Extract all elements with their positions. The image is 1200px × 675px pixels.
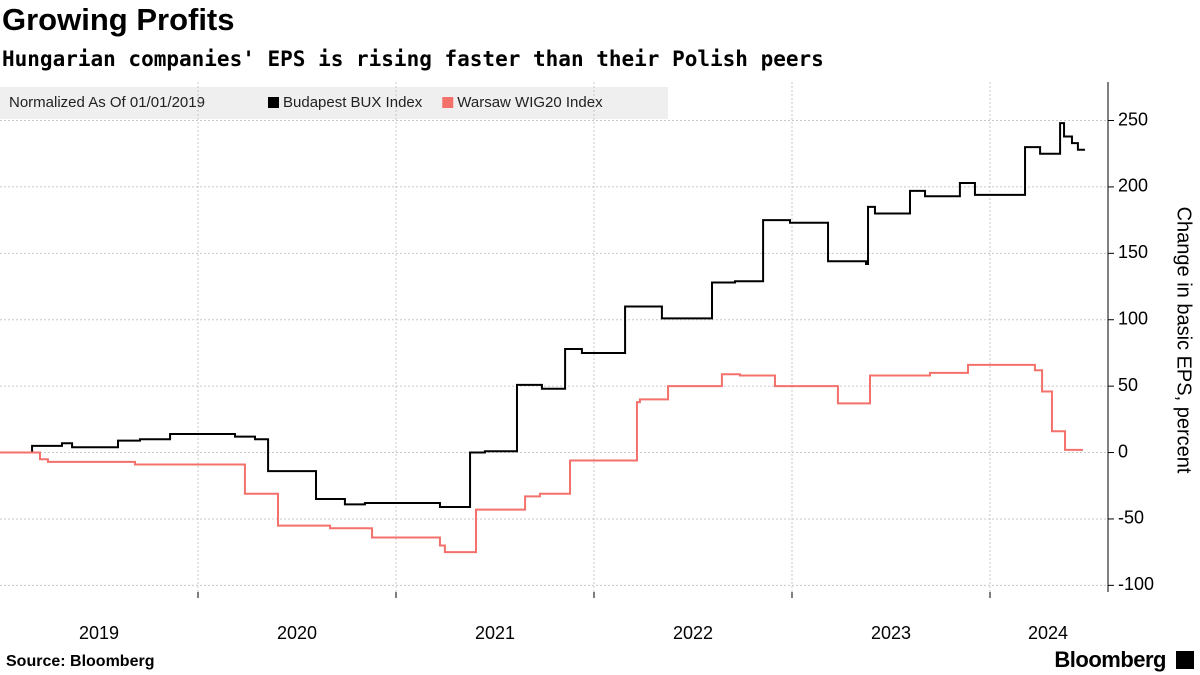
legend-label: Budapest BUX Index [283,94,423,111]
x-tick-label: 2023 [871,623,911,643]
x-tick-label: 2024 [1028,623,1068,643]
series-line [0,122,1086,508]
y-tick-label: -50 [1118,508,1144,528]
y-tick-label: -100 [1118,574,1154,594]
x-tick-label: 2022 [673,623,713,643]
legend-label: Warsaw WIG20 Index [457,94,603,111]
y-tick-label: 0 [1118,441,1128,461]
source: Source: Bloomberg [6,653,154,670]
x-tick-label: 2020 [277,623,317,643]
brand-icon [1176,651,1194,669]
x-tick-label: 2021 [475,623,515,643]
legend-title: Normalized As Of 01/01/2019 [9,94,205,111]
chart-subtitle: Hungarian companies' EPS is rising faste… [2,47,824,71]
chart-title: Growing Profits [2,2,235,37]
y-tick-label: 100 [1118,308,1148,328]
series-line [0,363,1084,554]
x-tick-label: 2019 [79,623,119,643]
y-tick-label: 50 [1118,375,1138,395]
y-axis-label: Change in basic EPS, percent [1173,207,1195,474]
legend-swatch [268,97,279,108]
legend-background [0,87,668,119]
y-tick-label: 150 [1118,242,1148,262]
y-tick-label: 250 [1118,109,1148,129]
brand: Bloomberg [1054,647,1166,672]
legend-swatch [442,97,454,108]
y-tick-label: 200 [1118,176,1148,196]
